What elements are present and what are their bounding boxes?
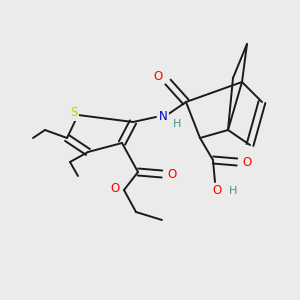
Text: H: H <box>229 186 237 196</box>
Text: H: H <box>173 119 181 129</box>
Text: S: S <box>70 106 78 119</box>
Text: O: O <box>153 70 163 83</box>
Text: O: O <box>242 155 252 169</box>
Text: O: O <box>167 167 177 181</box>
Text: O: O <box>110 182 120 196</box>
Text: O: O <box>212 184 222 197</box>
Text: N: N <box>159 110 167 124</box>
